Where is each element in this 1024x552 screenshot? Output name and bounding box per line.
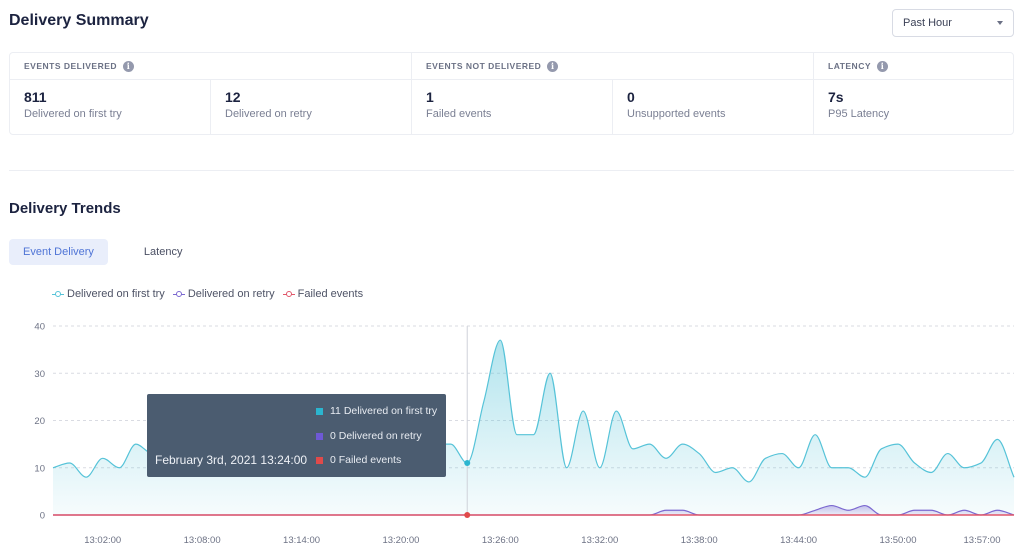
caret-down-icon [997,21,1003,25]
tooltip-text: 0 Failed events [330,454,402,466]
stat-delivered-first-try: 811 Delivered on first try [10,80,211,134]
tab-event-delivery[interactable]: Event Delivery [9,239,108,265]
legend-line-dot-icon [172,290,185,298]
stat-value: 0 [627,89,635,105]
tooltip-row-failed: 0 Failed events [316,454,401,466]
stat-value: 1 [426,89,434,105]
y-tick-label: 30 [34,369,45,380]
stat-label: P95 Latency [828,108,890,120]
stat-label: Delivered on first try [24,108,122,120]
group-header: EVENTS DELIVERED i [10,53,411,80]
stat-p95-latency: 7s P95 Latency [814,80,1013,134]
trend-tabs: Event Delivery Latency [9,239,218,265]
time-range-select[interactable]: Past Hour [892,9,1014,37]
stat-failed-events: 1 Failed events [412,80,613,134]
y-tick-label: 20 [34,416,45,427]
x-tick-label: 13:02:00 [84,535,121,546]
legend-item-failed[interactable]: Failed events [282,288,364,300]
group-header: EVENTS NOT DELIVERED i [412,53,813,80]
group-events-delivered: EVENTS DELIVERED i 811 Delivered on firs… [10,53,412,134]
section-divider [9,170,1014,171]
x-tick-label: 13:08:00 [184,535,221,546]
square-swatch-icon [316,456,323,464]
stat-value: 12 [225,89,241,105]
time-range-value: Past Hour [903,17,952,29]
group-label: LATENCY [828,61,872,71]
group-label: EVENTS NOT DELIVERED [426,61,542,71]
stat-label: Delivered on retry [225,108,312,120]
legend-item-first-try[interactable]: Delivered on first try [52,288,165,300]
y-tick-label: 40 [34,322,45,333]
summary-card: EVENTS DELIVERED i 811 Delivered on firs… [9,52,1014,135]
tooltip-row-first-try: 11 Delivered on first try [316,405,437,417]
tooltip-text: 11 Delivered on first try [330,405,438,417]
tooltip-date: February 3rd, 2021 13:24:00 [155,453,308,467]
tooltip-row-retry: 0 Delivered on retry [316,430,422,442]
stat-label: Failed events [426,108,492,120]
legend-item-retry[interactable]: Delivered on retry [172,288,275,300]
chart-tooltip: 11 Delivered on first try 0 Delivered on… [147,394,446,477]
square-swatch-icon [316,432,323,440]
stat-label: Unsupported events [627,108,726,120]
hover-point-failed [464,512,471,518]
x-tick-label: 13:26:00 [482,535,519,546]
x-tick-label: 13:14:00 [283,535,320,546]
legend-label: Delivered on retry [187,288,275,300]
legend-label: Failed events [297,288,364,300]
legend-label: Delivered on first try [67,288,165,300]
y-tick-label: 0 [40,511,45,522]
legend-line-dot-icon [52,290,64,298]
x-tick-label: 13:38:00 [681,535,718,546]
stat-value: 7s [828,89,844,105]
tooltip-text: 0 Delivered on retry [330,430,422,442]
tab-latency[interactable]: Latency [143,246,183,258]
info-icon[interactable]: i [547,60,559,72]
area-retry [53,505,1014,515]
stat-delivered-retry: 12 Delivered on retry [211,80,411,134]
group-label: EVENTS DELIVERED [24,61,118,71]
chart-legend: Delivered on first try Delivered on retr… [52,288,371,300]
page-title: Delivery Summary [9,12,149,29]
trends-title: Delivery Trends [9,200,121,217]
group-latency: LATENCY i 7s P95 Latency [814,53,1013,134]
x-tick-label: 13:50:00 [880,535,917,546]
square-swatch-icon [316,407,323,415]
group-events-not-delivered: EVENTS NOT DELIVERED i 1 Failed events 0… [412,53,814,134]
info-icon[interactable]: i [877,60,889,72]
x-tick-label: 13:32:00 [581,535,618,546]
x-tick-label: 13:44:00 [780,535,817,546]
hover-point-first-try [464,460,471,467]
x-tick-label: 13:57:00 [964,535,1001,546]
group-header: LATENCY i [814,53,1013,80]
legend-line-dot-icon [282,290,295,298]
stat-value: 811 [24,89,47,105]
stat-unsupported-events: 0 Unsupported events [613,80,813,134]
x-tick-label: 13:20:00 [382,535,419,546]
info-icon[interactable]: i [123,60,135,72]
y-tick-label: 10 [34,463,45,474]
